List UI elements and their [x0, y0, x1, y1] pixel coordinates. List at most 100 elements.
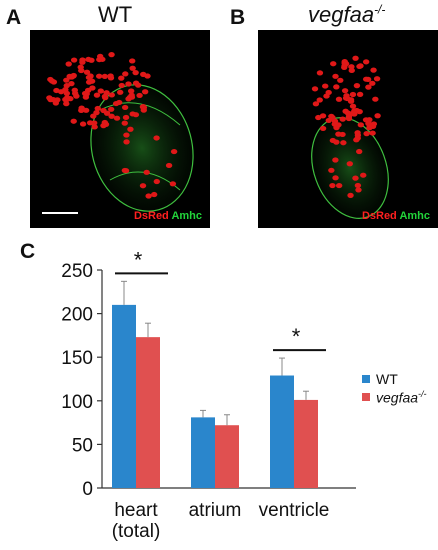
bar-mutant [136, 337, 160, 488]
nucleus [94, 105, 101, 112]
nucleus [78, 67, 85, 74]
nucleus [365, 84, 372, 90]
nucleus [349, 103, 357, 109]
nucleus [87, 73, 94, 79]
nucleus [169, 181, 177, 187]
nucleus [319, 113, 327, 119]
nucleus [370, 67, 377, 73]
micrograph-wt-image [42, 52, 194, 214]
nucleus [330, 61, 337, 67]
nucleus [342, 108, 349, 114]
nucleus [366, 125, 373, 131]
legend-label-mutant: vegfaa-/- [376, 389, 427, 406]
nucleus [116, 89, 124, 95]
nucleus [331, 118, 339, 124]
nucleus [323, 93, 330, 99]
nucleus [97, 88, 104, 94]
nucleus [132, 70, 139, 76]
nucleus [121, 104, 129, 111]
nucleus [132, 112, 140, 118]
nucleus [363, 131, 370, 137]
stain-dsred-b: DsRed [361, 210, 397, 222]
nucleus [165, 162, 173, 169]
nucleus [356, 91, 364, 97]
legend-label-wt: WT [376, 371, 398, 387]
y-tick-label: 150 [61, 348, 93, 369]
nucleus [311, 86, 319, 92]
nucleus [343, 93, 350, 99]
nucleus [353, 83, 361, 89]
nucleus [325, 117, 332, 124]
nucleus [316, 97, 323, 103]
nucleus [374, 113, 381, 119]
nucleus [354, 182, 362, 189]
nucleus [54, 97, 61, 103]
nucleus [141, 89, 149, 95]
nucleus [355, 148, 363, 155]
nucleus [70, 57, 78, 63]
nucleus [340, 140, 347, 146]
nucleus [123, 139, 130, 145]
nucleus [83, 69, 91, 75]
nucleus [150, 191, 158, 198]
nucleus [370, 121, 378, 127]
legend-swatch-wt [362, 375, 370, 383]
legend-swatch-mutant [362, 393, 370, 401]
nucleus [101, 73, 109, 80]
nucleus [347, 97, 355, 103]
nucleus [341, 88, 349, 94]
y-tick-label: 100 [61, 392, 93, 413]
nucleus [143, 169, 150, 175]
nucleus [349, 91, 357, 98]
stain-legend-a: DsRed Amhc [134, 210, 202, 222]
nucleus [91, 124, 98, 130]
nucleus [70, 73, 77, 79]
panel-letter-a: A [6, 6, 22, 29]
nucleus [352, 175, 359, 181]
nucleus [125, 81, 132, 87]
y-tick-label: 200 [61, 305, 93, 326]
nucleus [332, 73, 339, 79]
nucleus [369, 80, 376, 86]
nucleus [351, 111, 358, 117]
bar-wt [112, 304, 136, 488]
nucleus [107, 106, 115, 112]
nucleus [328, 167, 335, 173]
x-tick-label: ventricle [259, 500, 330, 521]
nucleus [113, 115, 121, 121]
nucleus [122, 114, 130, 121]
nucleus [79, 57, 86, 63]
x-tick-label: (total) [112, 521, 161, 542]
chart-legend: WT vegfaa-/- [362, 370, 427, 406]
nucleus [118, 82, 125, 89]
nucleus [108, 52, 115, 58]
panel-a-title: WT [98, 2, 133, 27]
bar-mutant [215, 425, 239, 488]
legend-item-wt: WT [362, 370, 427, 388]
nucleus [108, 113, 115, 119]
nucleus [128, 92, 135, 98]
nucleus [354, 135, 361, 141]
nucleus [329, 182, 336, 189]
nucleus [348, 67, 355, 74]
bar-mutant [294, 399, 318, 488]
nucleus [139, 183, 147, 189]
nucleus [127, 88, 135, 94]
nucleus [139, 104, 147, 110]
nucleus [346, 161, 354, 167]
nucleus [63, 83, 70, 89]
nucleus [127, 126, 134, 132]
nucleus [347, 192, 354, 198]
nucleus [90, 120, 98, 126]
panel-letter-c: C [20, 240, 36, 263]
nucleus [93, 92, 101, 98]
y-tick-label: 50 [72, 435, 93, 456]
stain-dsred-a: DsRed [133, 210, 169, 222]
nucleus [107, 73, 114, 79]
nucleus [67, 96, 74, 102]
stain-amhc-a: Amhc [171, 210, 202, 222]
stain-legend-b: DsRed Amhc [362, 210, 430, 222]
nucleus [356, 63, 363, 70]
nucleus [339, 116, 346, 122]
bar-wt [191, 417, 215, 488]
